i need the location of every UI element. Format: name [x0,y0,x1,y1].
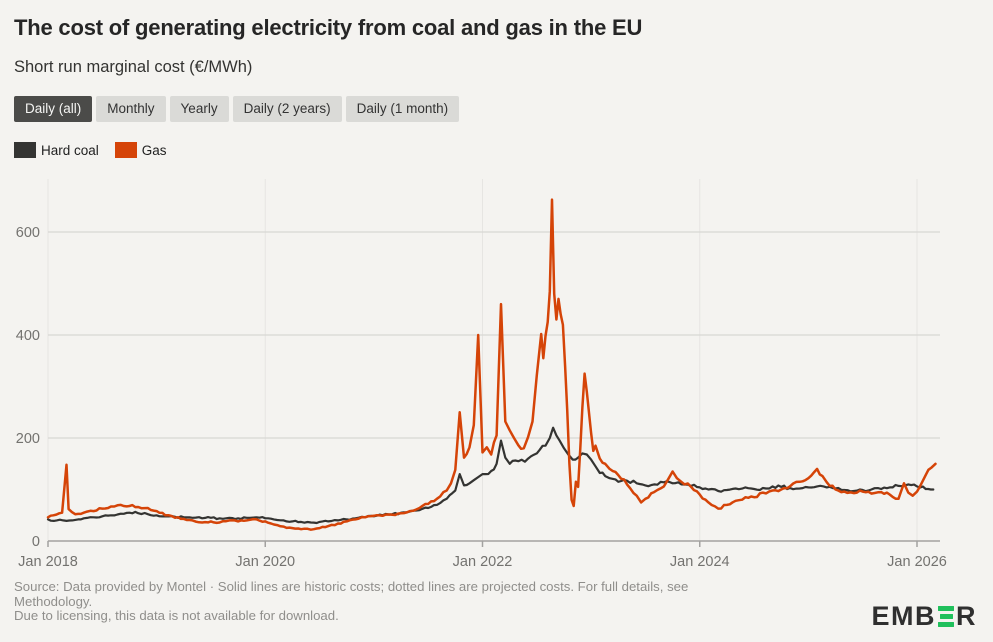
ember-logo-text-left: EMB [871,601,936,631]
y-axis-labels: 0 200 400 600 [16,225,40,550]
x-tick-label: Jan 2026 [887,554,947,570]
y-tick-label: 0 [32,534,40,550]
tab-yearly[interactable]: Yearly [169,96,229,122]
legend-swatch-gas [114,142,137,158]
y-tick-label: 600 [16,225,40,241]
x-tick-label: Jan 2024 [670,554,730,570]
legend-label: Gas [141,142,167,158]
x-axis [47,540,940,547]
ember-logo[interactable]: EMB R [872,601,978,632]
ember-logo-e-icon [938,606,954,627]
x-gridlines [47,179,918,541]
tab-daily-all[interactable]: Daily (all) [14,96,93,122]
page-subtitle: Short run marginal cost (€/MWh) [14,58,253,76]
legend-swatch-hard-coal [14,142,36,158]
x-axis-labels: Jan 2018 Jan 2020 Jan 2022 Jan 2024 Jan 2026 [18,554,947,570]
methodology-link[interactable]: Methodology. [14,593,93,609]
footer-note: Source: Data provided by Montel · Solid … [14,579,844,624]
ember-logo-text-right: R [956,601,977,631]
tab-monthly[interactable]: Monthly [96,96,166,122]
range-tabs: Daily (all) Monthly Yearly Daily (2 years) D… [14,96,460,122]
page-title: The cost of generating electricity from … [14,15,643,40]
x-tick-label: Jan 2018 [18,554,78,570]
tab-daily-2-years[interactable]: Daily (2 years) [232,96,342,122]
y-tick-label: 400 [16,328,40,344]
y-gridlines [48,231,940,439]
legend-item-gas[interactable]: Gas [114,142,167,158]
footer-methodology-line: Methodology. [14,593,844,610]
footer-licensing-line: Due to licensing, this data is not avail… [14,608,339,624]
gas-line [46,198,937,531]
chart-legend: Hard coal Gas [14,142,167,158]
hard-coal-line [46,426,935,525]
chart-area[interactable]: 0 200 400 600 Jan 2018 Jan 2020 Jan 2022 Jan 20… [0,168,993,575]
footer-source-line: Source: Data provided by Montel · Solid … [14,579,689,594]
legend-item-hard-coal[interactable]: Hard coal [14,142,99,158]
x-tick-label: Jan 2022 [453,554,513,570]
x-tick-label: Jan 2020 [235,554,295,570]
y-tick-label: 200 [16,431,40,447]
tab-daily-1-month[interactable]: Daily (1 month) [345,96,460,122]
legend-label: Hard coal [41,142,99,158]
